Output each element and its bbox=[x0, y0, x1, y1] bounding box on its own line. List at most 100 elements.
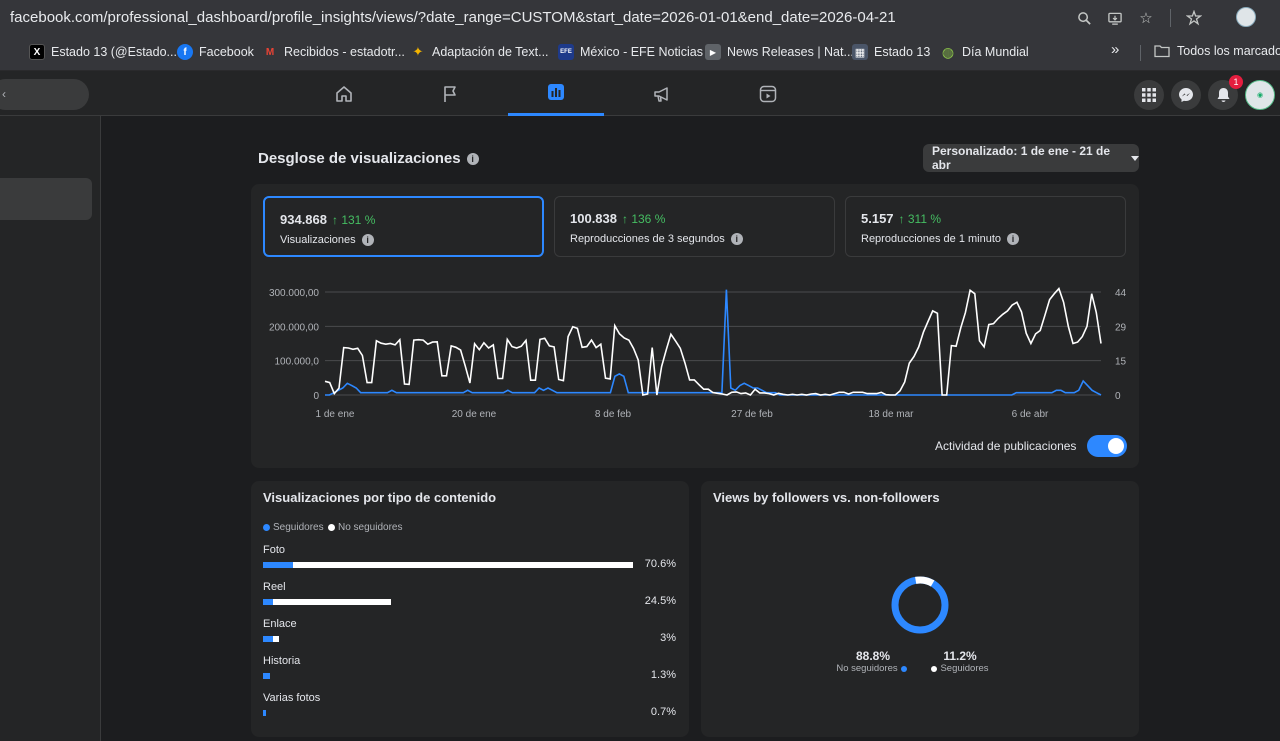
install-app-icon[interactable] bbox=[1105, 8, 1125, 28]
info-icon[interactable]: i bbox=[466, 152, 479, 165]
estado13-icon: ▦ bbox=[852, 44, 868, 60]
nonfollowers-dot-icon bbox=[328, 524, 335, 531]
left-axis-tick-label: 0 bbox=[313, 391, 319, 402]
bookmarks-bar: X Estado 13 (@Estado... f Facebook M Recibi… bbox=[0, 35, 1280, 71]
content-type-card bbox=[251, 481, 689, 737]
bookmark-estado13-x[interactable]: X Estado 13 (@Estado... bbox=[29, 44, 177, 60]
news-icon: ▶ bbox=[705, 44, 721, 60]
bookmark-adaptacion[interactable]: ✦ Adaptación de Text... bbox=[410, 44, 549, 60]
gemini-icon: ✦ bbox=[412, 44, 424, 59]
home-icon bbox=[336, 85, 352, 102]
menu-button[interactable] bbox=[1134, 80, 1164, 110]
x-icon: X bbox=[29, 44, 45, 60]
bookmark-facebook[interactable]: f Facebook bbox=[177, 44, 254, 60]
content-type-label: Historia bbox=[263, 655, 301, 667]
content-type-percent: 70.6% bbox=[644, 558, 676, 570]
x-axis-tick-label: 8 de feb bbox=[595, 409, 632, 420]
views-line-chart[interactable]: 300.000,00 200.000,00 100.000,0 0 44 29 15 0 1 d… bbox=[251, 270, 1139, 430]
bookmark-estado13[interactable]: ▦ Estado 13 bbox=[852, 44, 930, 60]
profile-avatar[interactable]: ◉ bbox=[1245, 80, 1275, 110]
left-axis-tick-label: 200.000,00 bbox=[269, 322, 319, 333]
metric-views[interactable]: 934.868 ↑ 131 % Visualizaciones i bbox=[263, 196, 544, 257]
toolbar-divider bbox=[1170, 9, 1171, 27]
date-range-dropdown[interactable]: Personalizado: 1 de ene - 21 de abr bbox=[923, 144, 1139, 172]
content-type-label: Foto bbox=[263, 544, 286, 556]
avatar-logo-icon: ◉ bbox=[1256, 92, 1264, 99]
content-type-bar[interactable] bbox=[263, 636, 279, 642]
toggle-knob bbox=[1108, 438, 1124, 454]
notifications-button[interactable]: 1 bbox=[1208, 75, 1243, 110]
bookmarks-divider bbox=[1140, 45, 1141, 61]
tab-insights[interactable] bbox=[508, 71, 604, 116]
nonfollowers-segment bbox=[293, 562, 633, 568]
tab-home[interactable] bbox=[296, 71, 392, 116]
flag-icon bbox=[444, 85, 456, 102]
tab-reels[interactable] bbox=[720, 71, 816, 116]
followers-arc bbox=[891, 576, 949, 634]
followers-segment bbox=[263, 673, 270, 679]
content-type-percent: 24.5% bbox=[644, 595, 676, 607]
content-type-bar[interactable] bbox=[263, 673, 270, 679]
content-type-percent: 3% bbox=[660, 632, 676, 644]
x-axis-tick-label: 6 de abr bbox=[1012, 409, 1049, 420]
x-axis-tick-label: 20 de ene bbox=[452, 409, 497, 420]
content-type-percent: 0.7% bbox=[650, 706, 676, 718]
x-axis-tick-label: 1 de ene bbox=[316, 409, 355, 420]
bookmark-news-releases[interactable]: ▶ News Releases | Nat... bbox=[705, 44, 854, 60]
bookmarks-overflow-button[interactable]: » bbox=[1111, 41, 1120, 58]
megaphone-icon bbox=[654, 86, 668, 102]
search-input[interactable]: ‹ bbox=[0, 79, 89, 110]
notifications-badge: 1 bbox=[1229, 75, 1243, 89]
facebook-icon: f bbox=[177, 44, 193, 60]
info-icon[interactable]: i bbox=[730, 233, 743, 245]
content-type-bar[interactable] bbox=[263, 562, 633, 568]
bookmark-efe[interactable]: EFE México - EFE Noticias bbox=[558, 44, 703, 60]
followers-donut-chart[interactable] bbox=[889, 574, 951, 636]
browser-profile-avatar[interactable] bbox=[1236, 7, 1256, 27]
nonfollowers-segment bbox=[273, 599, 391, 605]
x-axis-tick-label: 18 de mar bbox=[868, 409, 914, 420]
sidebar-item-selected[interactable] bbox=[0, 178, 92, 220]
tab-pages[interactable] bbox=[402, 71, 498, 116]
grid-menu-icon bbox=[1142, 88, 1156, 102]
right-axis-tick-label: 44 bbox=[1115, 288, 1127, 299]
followers-segment bbox=[263, 562, 293, 568]
messenger-icon bbox=[1179, 88, 1193, 102]
views-series-line bbox=[324, 287, 1102, 396]
gmail-icon: M bbox=[265, 46, 275, 58]
info-icon[interactable]: i bbox=[1007, 233, 1020, 245]
caret-down-icon bbox=[1131, 155, 1139, 161]
zoom-icon[interactable] bbox=[1074, 8, 1094, 28]
right-axis-tick-label: 0 bbox=[1115, 391, 1121, 402]
nonfollowers-arc bbox=[891, 576, 949, 634]
right-axis-tick-label: 15 bbox=[1115, 357, 1127, 368]
right-axis-tick-label: 29 bbox=[1115, 322, 1127, 333]
extensions-icon[interactable] bbox=[1184, 8, 1204, 28]
bar-chart-icon bbox=[548, 84, 564, 100]
bookmark-star-icon[interactable]: ☆ bbox=[1139, 10, 1153, 27]
content-type-bar[interactable] bbox=[263, 599, 391, 605]
tab-ads[interactable] bbox=[614, 71, 710, 116]
followers-card bbox=[701, 481, 1139, 737]
facebook-top-nav: ‹ 1 ◉ bbox=[0, 71, 1280, 116]
url-text[interactable]: facebook.com/professional_dashboard/prof… bbox=[10, 9, 896, 26]
all-bookmarks-folder[interactable]: Todos los marcadores bbox=[1154, 44, 1280, 58]
followers-dot-icon bbox=[263, 524, 270, 531]
post-activity-toggle[interactable] bbox=[1087, 435, 1127, 457]
bookmark-dia-mundial[interactable]: ◍ Día Mundial bbox=[941, 43, 1029, 60]
content-type-bar[interactable] bbox=[263, 710, 266, 716]
bookmark-gmail[interactable]: M Recibidos - estadotr... bbox=[262, 44, 405, 60]
messenger-button[interactable] bbox=[1171, 80, 1201, 110]
metric-1min-plays[interactable]: 5.157 ↑ 311 % Reproducciones de 1 minuto i bbox=[845, 196, 1126, 257]
followers-stat: 11.2% Seguidores bbox=[925, 649, 995, 674]
legend-followers: Seguidores bbox=[263, 522, 324, 533]
nonfollowers-dot-icon bbox=[900, 665, 907, 672]
content-type-label: Enlace bbox=[263, 618, 297, 630]
nonfollowers-stat: 88.8% No seguidores bbox=[833, 649, 913, 674]
followers-dot-icon bbox=[931, 665, 938, 672]
info-icon[interactable]: i bbox=[361, 234, 374, 246]
followers-title: Views by followers vs. non-followers bbox=[713, 490, 940, 505]
browser-url-bar[interactable]: facebook.com/professional_dashboard/prof… bbox=[0, 0, 1280, 35]
metric-3s-plays[interactable]: 100.838 ↑ 136 % Reproducciones de 3 segun… bbox=[554, 196, 835, 257]
x-axis-tick-label: 27 de feb bbox=[731, 409, 773, 420]
